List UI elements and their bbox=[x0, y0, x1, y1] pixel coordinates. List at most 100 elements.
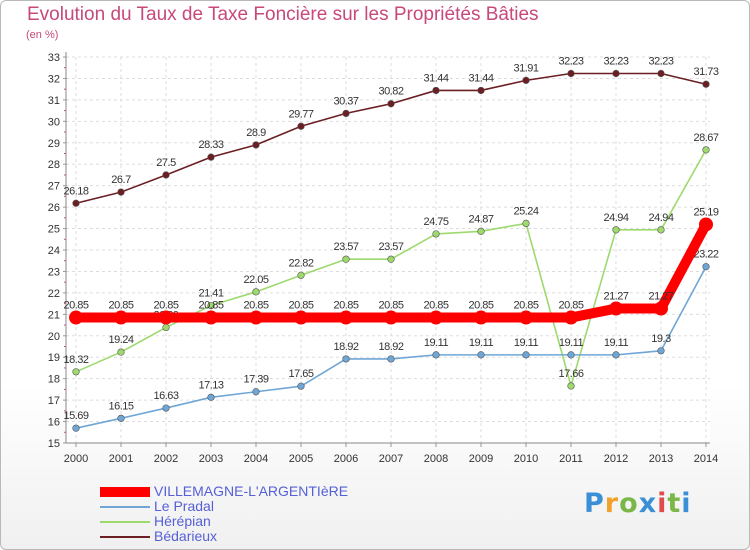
data-label-h-r-pian: 24.75 bbox=[423, 216, 448, 228]
legend-swatch-le-pradal bbox=[100, 506, 150, 508]
data-label-villemagne-l-argenti-re: 20.85 bbox=[153, 300, 178, 312]
data-point-h-r-pian bbox=[612, 226, 620, 234]
data-point-b-darieux bbox=[432, 86, 440, 95]
logo-letter: x bbox=[638, 488, 658, 519]
data-point-h-r-pian bbox=[252, 288, 260, 296]
data-label-villemagne-l-argenti-re: 20.85 bbox=[378, 300, 403, 312]
x-tick-label: 2001 bbox=[109, 453, 133, 465]
data-point-b-darieux bbox=[477, 86, 485, 95]
data-point-b-darieux bbox=[567, 69, 575, 78]
data-point-le-pradal bbox=[162, 404, 170, 412]
y-tick-label: 22 bbox=[48, 288, 60, 300]
y-tick-label: 28 bbox=[48, 159, 60, 171]
data-label-le-pradal: 15.69 bbox=[63, 410, 88, 422]
chart-title: Evolution du Taux de Taxe Foncière sur l… bbox=[27, 4, 539, 25]
y-tick-label: 23 bbox=[48, 266, 60, 278]
data-label-b-darieux: 32.23 bbox=[648, 56, 673, 68]
data-label-villemagne-l-argenti-re: 25.19 bbox=[693, 206, 718, 218]
legend: VILLEMAGNE-L'ARGENTIèRE Le Pradal Hérépi… bbox=[100, 484, 400, 544]
proxiti-logo: Proxiti bbox=[584, 488, 692, 519]
data-point-le-pradal bbox=[72, 424, 80, 432]
y-tick-label: 16 bbox=[48, 417, 60, 429]
data-label-le-pradal: 19.3 bbox=[651, 333, 671, 345]
y-tick-label: 25 bbox=[48, 224, 60, 236]
logo-letter: o bbox=[619, 488, 639, 519]
data-point-h-r-pian bbox=[342, 255, 350, 263]
data-point-h-r-pian bbox=[702, 146, 710, 154]
data-point-le-pradal bbox=[657, 347, 665, 355]
data-label-h-r-pian: 23.57 bbox=[333, 241, 358, 253]
data-label-villemagne-l-argenti-re: 20.85 bbox=[198, 300, 223, 312]
data-point-h-r-pian bbox=[477, 227, 485, 235]
data-point-b-darieux bbox=[342, 109, 350, 117]
data-point-villemagne-l-argenti-re bbox=[69, 310, 83, 325]
data-label-h-r-pian: 24.94 bbox=[603, 212, 628, 224]
y-tick-label: 18 bbox=[48, 374, 60, 386]
data-point-h-r-pian bbox=[567, 382, 575, 390]
logo-letter: t bbox=[667, 488, 682, 519]
data-point-le-pradal bbox=[387, 355, 395, 363]
data-point-h-r-pian bbox=[522, 219, 530, 228]
data-label-le-pradal: 18.92 bbox=[333, 341, 358, 353]
data-label-villemagne-l-argenti-re: 21.27 bbox=[603, 291, 628, 303]
data-point-b-darieux bbox=[162, 171, 170, 179]
y-tick-label: 26 bbox=[48, 202, 60, 214]
data-point-villemagne-l-argenti-re bbox=[384, 310, 398, 325]
y-tick-label: 21 bbox=[48, 309, 60, 321]
data-point-le-pradal bbox=[297, 382, 305, 390]
data-label-villemagne-l-argenti-re: 20.85 bbox=[108, 300, 133, 312]
data-point-h-r-pian bbox=[297, 271, 305, 279]
data-point-le-pradal bbox=[342, 355, 350, 363]
data-point-le-pradal bbox=[702, 263, 710, 271]
data-point-villemagne-l-argenti-re bbox=[339, 310, 353, 325]
data-label-villemagne-l-argenti-re: 20.85 bbox=[333, 300, 358, 312]
data-label-h-r-pian: 25.24 bbox=[513, 205, 538, 217]
data-point-b-darieux bbox=[387, 100, 395, 108]
legend-item-le-pradal: Le Pradal bbox=[100, 499, 400, 514]
data-point-b-darieux bbox=[297, 122, 305, 130]
data-label-villemagne-l-argenti-re: 20.85 bbox=[63, 300, 88, 312]
legend-item-herepian: Hérépian bbox=[100, 514, 400, 529]
data-label-h-r-pian: 21.41 bbox=[198, 288, 223, 300]
data-label-villemagne-l-argenti-re: 20.85 bbox=[513, 300, 538, 312]
data-point-villemagne-l-argenti-re bbox=[699, 217, 713, 232]
legend-item-villemagne: VILLEMAGNE-L'ARGENTIèRE bbox=[100, 484, 400, 499]
logo-letter: i bbox=[657, 488, 668, 519]
data-label-villemagne-l-argenti-re: 21.27 bbox=[648, 291, 673, 303]
data-label-b-darieux: 27.5 bbox=[156, 157, 176, 169]
data-label-h-r-pian: 19.24 bbox=[108, 334, 133, 346]
data-point-b-darieux bbox=[612, 69, 620, 78]
x-tick-label: 2012 bbox=[604, 453, 628, 465]
x-tick-label: 2011 bbox=[559, 453, 583, 465]
legend-label-villemagne: VILLEMAGNE-L'ARGENTIèRE bbox=[154, 483, 349, 499]
x-tick-label: 2007 bbox=[379, 453, 403, 465]
legend-swatch-bedarieux bbox=[100, 536, 150, 538]
y-tick-label: 15 bbox=[48, 438, 60, 450]
data-label-le-pradal: 17.65 bbox=[288, 368, 313, 380]
data-point-le-pradal bbox=[432, 351, 440, 359]
y-axis-unit-label: (en %) bbox=[26, 29, 59, 41]
x-tick-label: 2014 bbox=[694, 453, 718, 465]
data-point-h-r-pian bbox=[72, 368, 80, 376]
data-point-villemagne-l-argenti-re bbox=[564, 310, 578, 325]
data-label-h-r-pian: 23.57 bbox=[378, 241, 403, 253]
data-label-le-pradal: 17.13 bbox=[198, 379, 223, 391]
data-point-villemagne-l-argenti-re bbox=[249, 310, 263, 325]
y-tick-label: 19 bbox=[48, 352, 60, 364]
data-point-h-r-pian bbox=[207, 301, 215, 310]
legend-label-herepian: Hérépian bbox=[154, 513, 211, 529]
data-label-h-r-pian: 18.32 bbox=[63, 354, 88, 366]
y-tick-label: 29 bbox=[48, 138, 60, 150]
data-point-le-pradal bbox=[522, 351, 530, 359]
data-point-villemagne-l-argenti-re bbox=[429, 310, 443, 325]
data-point-villemagne-l-argenti-re bbox=[474, 310, 488, 325]
data-label-b-darieux: 32.23 bbox=[603, 56, 628, 68]
data-point-b-darieux bbox=[117, 188, 125, 196]
data-label-b-darieux: 31.73 bbox=[693, 66, 718, 78]
data-point-h-r-pian bbox=[387, 255, 395, 263]
data-point-villemagne-l-argenti-re bbox=[114, 310, 128, 325]
data-label-le-pradal: 19.11 bbox=[424, 337, 449, 349]
data-label-villemagne-l-argenti-re: 20.85 bbox=[468, 300, 493, 312]
y-tick-label: 17 bbox=[48, 395, 60, 407]
y-tick-label: 20 bbox=[48, 331, 60, 343]
